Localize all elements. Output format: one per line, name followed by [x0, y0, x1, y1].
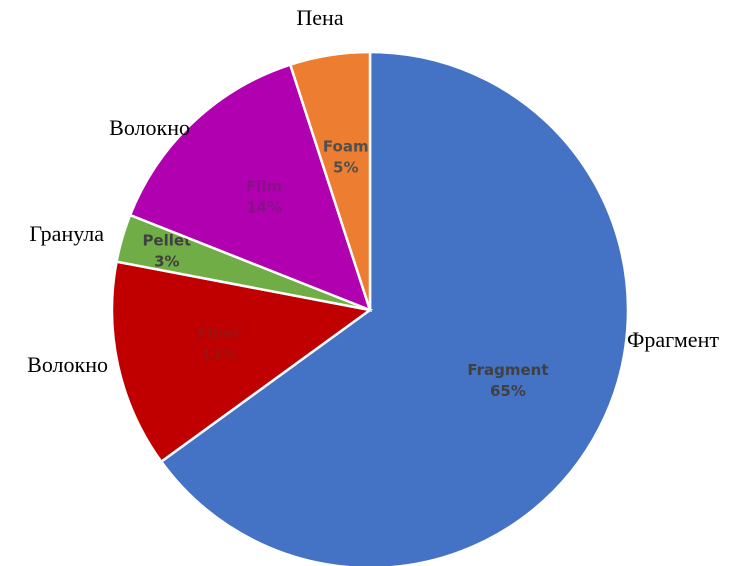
pie-slice [110, 260, 374, 464]
outer-label: Пена [296, 5, 343, 30]
slice-label: Film [246, 178, 282, 196]
outer-label: Волокно [27, 352, 108, 377]
outer-label: Волокно [109, 115, 190, 140]
slice-label: Fiber [197, 324, 241, 342]
slice-value-label: 65% [490, 382, 526, 400]
slice-label: Foam [323, 138, 369, 156]
outer-label: Фрагмент [627, 327, 719, 352]
outer-label: Гранула [29, 221, 104, 246]
slice-label: Fragment [467, 361, 548, 379]
pie-slice [288, 50, 372, 311]
slice-value-label: 3% [154, 252, 179, 270]
slice-value-label: 13% [201, 345, 237, 363]
slice-value-label: 14% [246, 199, 282, 217]
slice-label: Pellet [142, 231, 191, 249]
slice-value-label: 5% [333, 159, 358, 177]
pie-slice [159, 50, 630, 566]
